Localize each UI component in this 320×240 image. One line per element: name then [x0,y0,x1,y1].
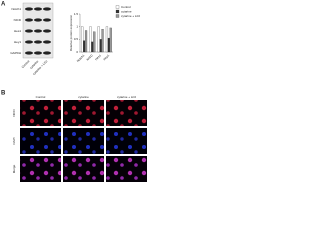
bar [109,27,112,53]
column-label: Control [36,95,46,99]
bar [81,26,84,53]
band [43,7,51,11]
band [25,7,33,11]
micrograph [106,156,147,182]
micrograph [20,100,61,126]
band [43,29,51,33]
band [43,51,51,55]
legend-label: Control [121,5,131,9]
blot-label: Hey1 [14,40,21,44]
x-tick-label: NICD [86,53,95,62]
panel-label: B [1,91,6,97]
blot-label: Notch1 [11,7,21,11]
blot-label: GAPDH [10,51,21,55]
band [43,40,51,44]
micrograph [63,100,104,126]
bar [91,41,94,53]
band [34,18,42,22]
band [34,7,42,11]
x-tick-label: Notch1 [76,53,86,63]
row-label: DAPI [12,137,16,144]
column-label: cytarine [78,95,89,99]
legend-label: cytarine + LiCl [121,14,140,18]
x-tick-label: Hes1 [94,53,102,61]
column-label: cytarine + LiCl [117,95,136,99]
y-tick-label: 0 [76,50,78,54]
panel-label: A [1,2,6,8]
bar [99,39,102,53]
bar [101,29,104,53]
bar [84,30,88,53]
y-tick-label: 1 [76,24,78,28]
y-tick-label: 0.5 [74,37,79,41]
figure: A B Notch1NICDHes1Hey1GAPDHControlcytari… [1,2,147,182]
legend-swatch [115,9,120,14]
y-axis-label: Relative protein expression [69,15,73,52]
band [25,29,33,33]
micrograph [63,128,104,154]
blot-label: NICD [14,18,22,22]
row-label: Merge [12,164,16,173]
micrograph [106,128,147,154]
micrograph [20,128,61,154]
micrograph [20,156,61,182]
blot-label: Hes1 [14,29,21,33]
legend-swatch [115,5,120,9]
micrograph [63,156,104,182]
band [25,51,33,55]
band [34,29,42,33]
micrograph [106,100,147,126]
legend-swatch [115,14,120,18]
band [34,40,42,44]
band [43,18,51,22]
bar [89,26,92,53]
x-tick-label: Hey1 [102,53,110,61]
bar [105,26,109,53]
bar [93,31,96,53]
bar [97,26,100,53]
bar [107,37,110,53]
band [34,51,42,55]
band [25,18,33,22]
legend-label: cytarine [121,9,132,13]
row-label: NICD [12,109,16,117]
bar [83,40,86,53]
band [25,40,33,44]
y-tick-label: 1.5 [74,12,79,16]
lane-label: cytarine [29,59,39,69]
lane-label: Control [21,59,31,69]
